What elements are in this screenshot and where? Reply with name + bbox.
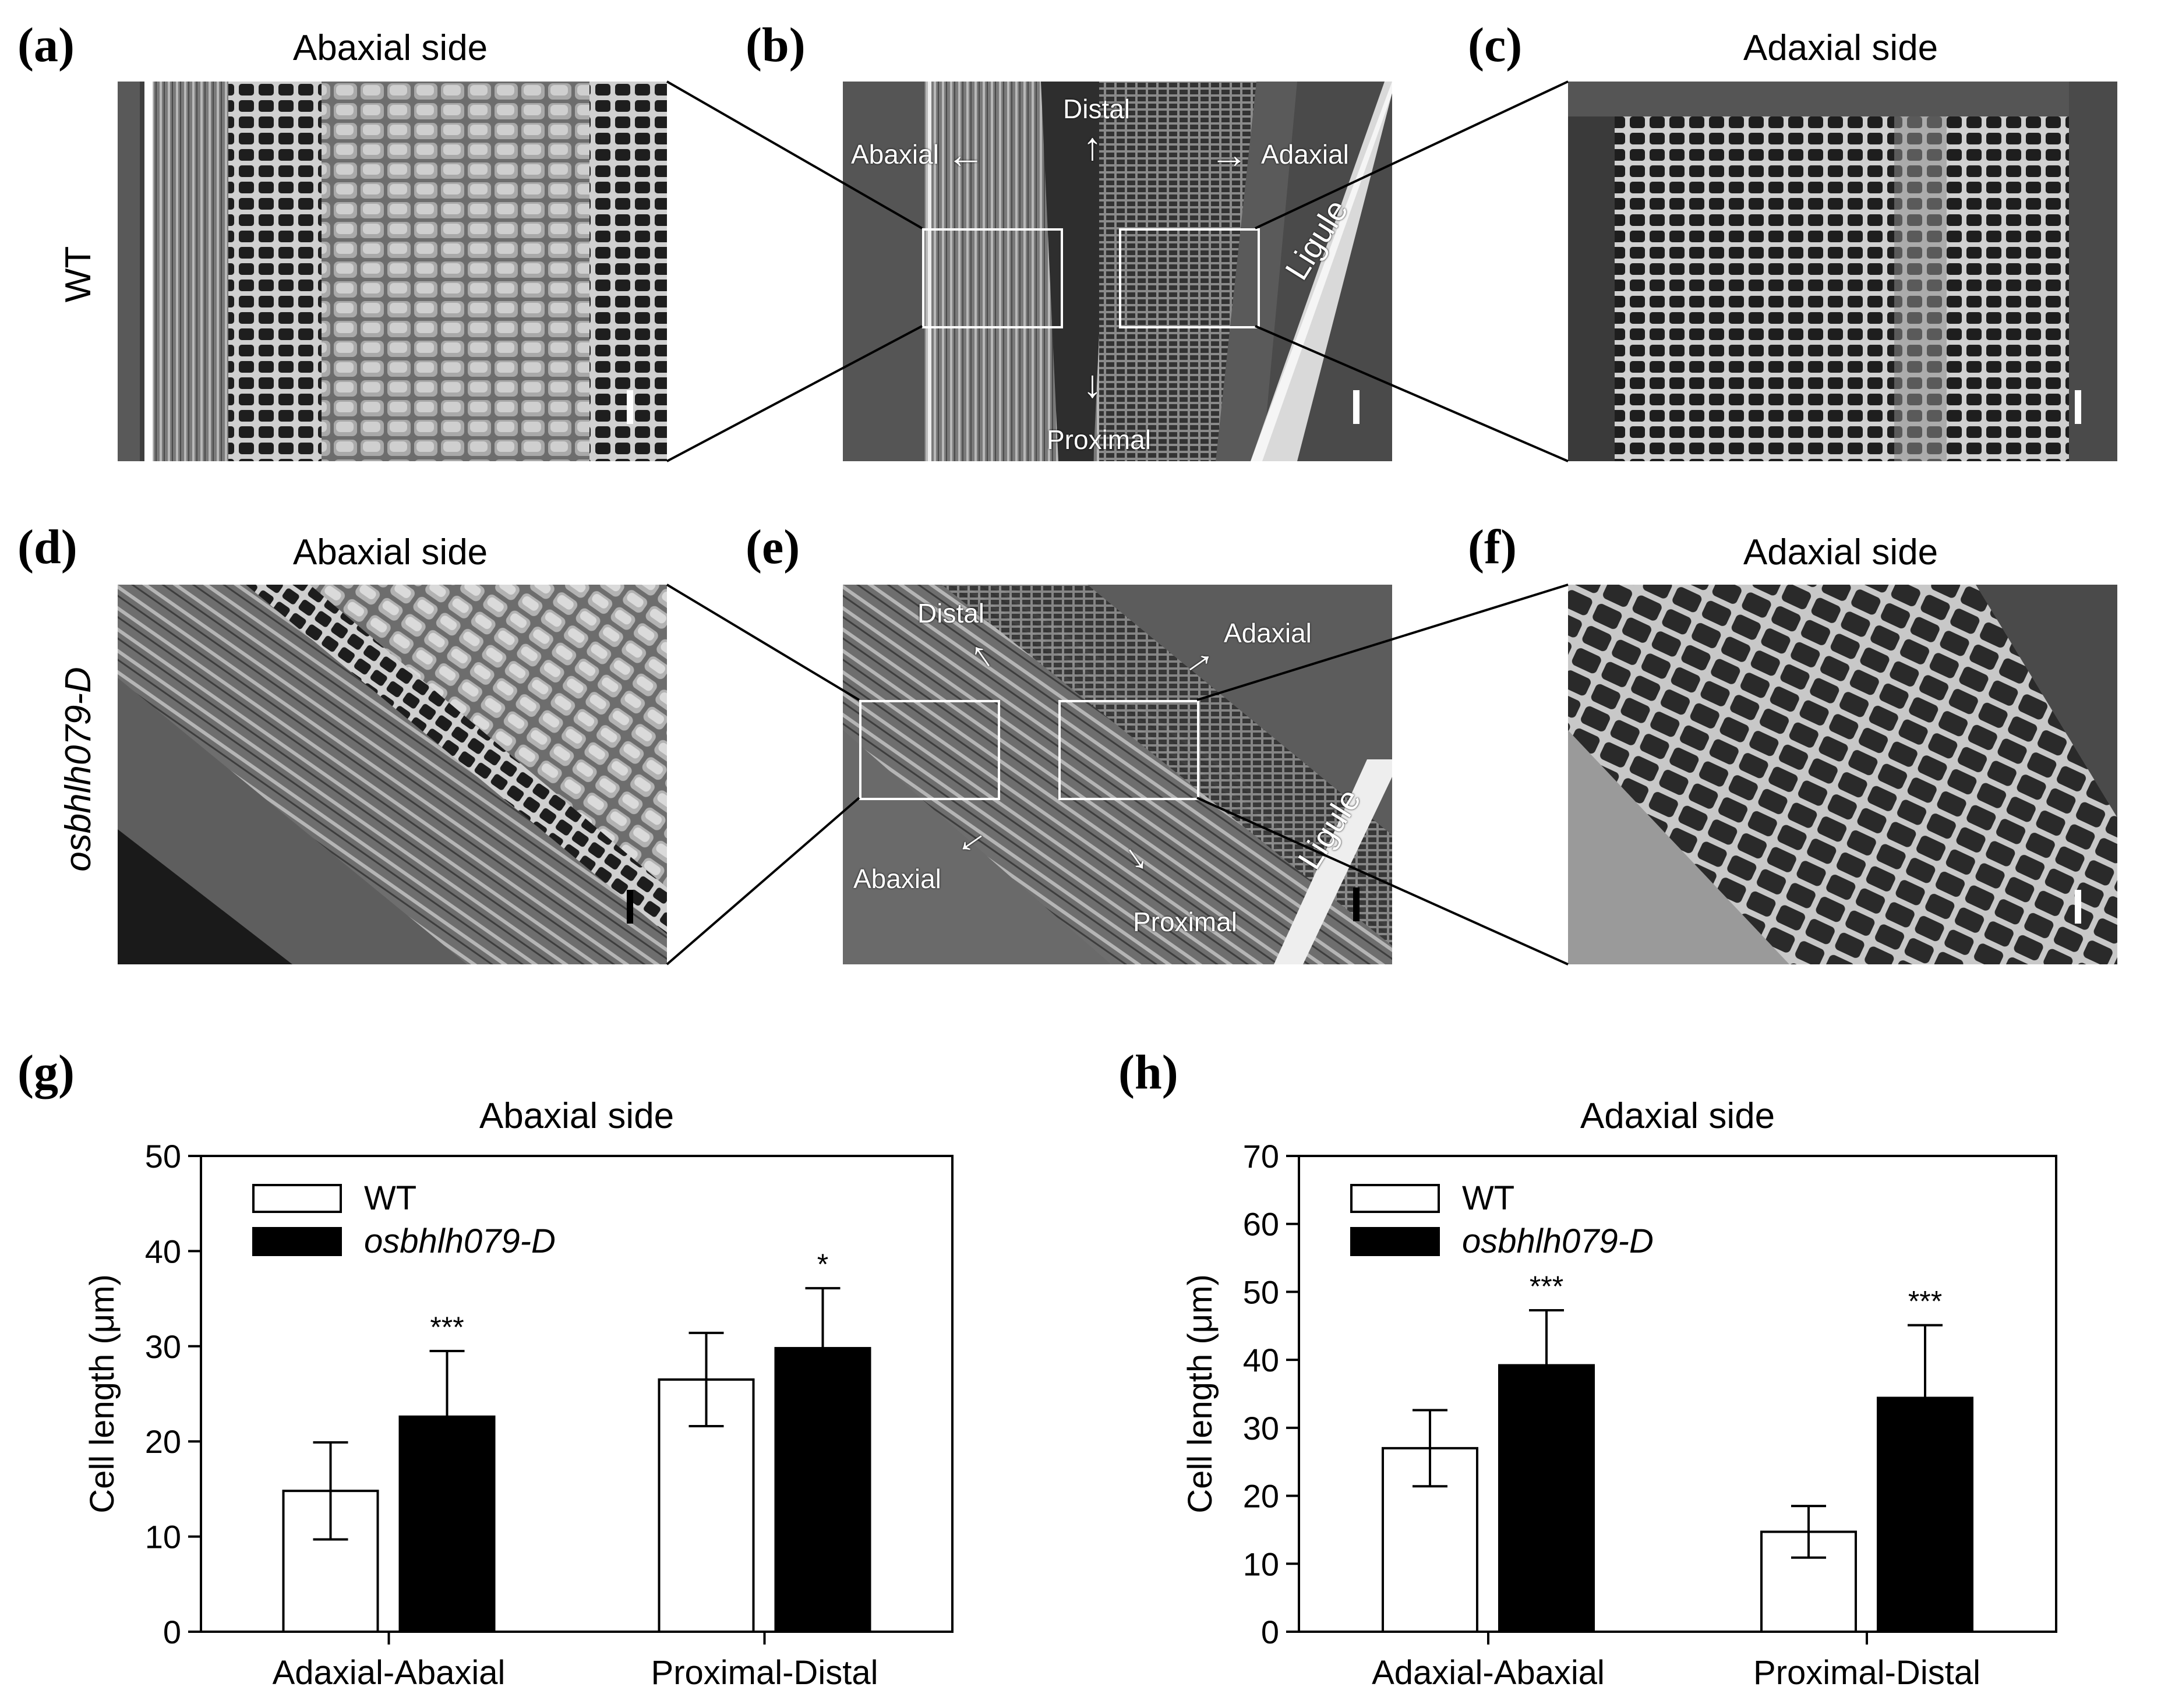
y-tick-label: 10 bbox=[145, 1519, 181, 1555]
panel-f-title: Adaxial side bbox=[1743, 532, 1938, 572]
panel-a-title: Abaxial side bbox=[292, 28, 488, 68]
zoom-connector-lines bbox=[666, 80, 1569, 966]
arrow-b-distal: ↑ bbox=[1083, 125, 1102, 168]
legend-label: osbhlh079-D bbox=[364, 1222, 556, 1260]
panel-letter-e: (e) bbox=[746, 520, 800, 574]
y-tick-label: 30 bbox=[145, 1328, 181, 1365]
significance-label: *** bbox=[1530, 1270, 1563, 1303]
label-b-adaxial: Adaxial bbox=[1261, 139, 1349, 169]
roi-box-b-right bbox=[1119, 228, 1260, 328]
connector-a-top bbox=[666, 80, 923, 229]
chart-g-title: Abaxial side bbox=[479, 1096, 674, 1136]
legend-swatch bbox=[252, 1227, 342, 1256]
label-e-abaxial: Abaxial bbox=[853, 864, 941, 894]
label-b-abaxial: Abaxial bbox=[851, 139, 939, 169]
arrow-b-abaxial: ← bbox=[947, 133, 985, 176]
connector-c-bottom bbox=[1255, 325, 1569, 462]
x-tick-label: Adaxial-Abaxial bbox=[1372, 1654, 1605, 1692]
y-tick-label: 50 bbox=[145, 1138, 181, 1175]
legend-swatch bbox=[252, 1184, 342, 1213]
legend-label: osbhlh079-D bbox=[1462, 1222, 1654, 1260]
sem-image-c bbox=[1568, 82, 2117, 461]
significance-label: *** bbox=[430, 1311, 464, 1343]
label-b-distal: Distal bbox=[1063, 94, 1131, 124]
sem-texture-d bbox=[118, 585, 667, 964]
scale-bar-c bbox=[2075, 390, 2081, 424]
connector-f-top bbox=[1196, 584, 1569, 701]
connector-d-top bbox=[666, 584, 860, 701]
connector-c-top bbox=[1255, 80, 1569, 229]
sem-image-f bbox=[1568, 585, 2117, 964]
roi-box-e-left bbox=[859, 700, 1000, 800]
panel-letter-a: (a) bbox=[17, 18, 75, 72]
scale-bar-f bbox=[2075, 890, 2081, 924]
scale-bar-b bbox=[1353, 390, 1360, 424]
connector-d-bottom bbox=[666, 797, 860, 966]
y-tick-label: 60 bbox=[1243, 1206, 1279, 1243]
chart-g-ylabel: Cell length (μm) bbox=[83, 1274, 121, 1513]
x-tick-label: Proximal-Distal bbox=[1753, 1654, 1980, 1692]
sem-image-b: Distal ↑ Abaxial ← Adaxial → ↓ Proximal … bbox=[843, 82, 1392, 461]
sem-image-a bbox=[118, 82, 667, 461]
significance-label: *** bbox=[1908, 1285, 1942, 1318]
x-tick-label: Adaxial-Abaxial bbox=[273, 1654, 506, 1692]
panel-letter-d: (d) bbox=[17, 520, 77, 574]
y-tick-label: 0 bbox=[1261, 1614, 1279, 1650]
y-tick-label: 20 bbox=[145, 1423, 181, 1460]
chart-h-svg: Adaxial side Cell length (μm) 0 10 20 30 40 50 6… bbox=[1181, 1096, 2057, 1692]
x-tick-label: Proximal-Distal bbox=[651, 1654, 878, 1692]
label-e-proximal: Proximal bbox=[1133, 907, 1237, 937]
y-tick-label: 40 bbox=[145, 1233, 181, 1269]
arrow-b-proximal: ↓ bbox=[1083, 362, 1102, 405]
sem-texture-c bbox=[1568, 82, 2117, 461]
sem-texture-b bbox=[843, 82, 1392, 461]
panel-letter-b: (b) bbox=[746, 18, 806, 72]
sem-texture-f bbox=[1568, 585, 2117, 964]
sem-image-e: Distal ↑ Adaxial → Abaxial ← ↓ Proximal … bbox=[843, 585, 1392, 964]
sem-texture-a bbox=[118, 82, 667, 461]
panel-letter-h: (h) bbox=[1118, 1045, 1178, 1099]
panel-d-title: Abaxial side bbox=[292, 532, 488, 572]
legend-swatch bbox=[1350, 1184, 1440, 1213]
bar bbox=[774, 1347, 871, 1633]
scale-bar-e bbox=[1353, 887, 1360, 921]
legend-label: WT bbox=[364, 1179, 416, 1217]
panel-letter-f: (f) bbox=[1468, 520, 1517, 574]
scale-bar-d bbox=[627, 890, 633, 924]
label-e-adaxial: Adaxial bbox=[1224, 618, 1312, 648]
roi-box-b-left bbox=[922, 228, 1063, 328]
bar bbox=[1877, 1396, 1973, 1633]
connector-a-bottom bbox=[666, 325, 923, 462]
y-tick-label: 70 bbox=[1243, 1138, 1279, 1175]
y-tick-label: 50 bbox=[1243, 1274, 1279, 1310]
y-tick-label: 20 bbox=[1243, 1478, 1279, 1515]
y-tick-label: 10 bbox=[1243, 1546, 1279, 1582]
sem-image-d bbox=[118, 585, 667, 964]
connector-f-bottom bbox=[1196, 797, 1569, 966]
chart-g-svg: Abaxial side Cell length (μm) 0 10 20 30 40 50 A… bbox=[83, 1096, 954, 1692]
roi-box-e-right bbox=[1058, 700, 1199, 800]
y-tick-label: 30 bbox=[1243, 1410, 1279, 1447]
arrow-b-adaxial: → bbox=[1210, 133, 1248, 176]
scale-bar-a bbox=[627, 390, 633, 424]
label-e-distal: Distal bbox=[917, 598, 985, 628]
significance-label: * bbox=[817, 1248, 828, 1281]
chart-g-frame bbox=[200, 1155, 954, 1633]
panel-c-title: Adaxial side bbox=[1743, 28, 1938, 68]
panel-letter-c: (c) bbox=[1468, 18, 1523, 72]
y-tick-label: 40 bbox=[1243, 1342, 1279, 1378]
chart-h-ylabel: Cell length (μm) bbox=[1181, 1274, 1219, 1513]
bar bbox=[398, 1415, 496, 1633]
label-b-proximal: Proximal bbox=[1047, 425, 1151, 455]
chart-h: Adaxial side Cell length (μm) 0 10 20 30 40 50 6… bbox=[1101, 1083, 2161, 1705]
chart-h-frame bbox=[1298, 1155, 2057, 1633]
bar bbox=[1498, 1364, 1595, 1633]
legend-label: WT bbox=[1462, 1179, 1514, 1217]
y-tick-label: 0 bbox=[163, 1614, 181, 1650]
chart-h-title: Adaxial side bbox=[1580, 1096, 1775, 1136]
sem-texture-e bbox=[843, 585, 1392, 964]
chart-g: Abaxial side Cell length (μm) 0 10 20 30 40 50 A… bbox=[0, 1083, 1083, 1705]
panel-letter-g: (g) bbox=[17, 1045, 75, 1099]
legend-swatch bbox=[1350, 1227, 1440, 1256]
